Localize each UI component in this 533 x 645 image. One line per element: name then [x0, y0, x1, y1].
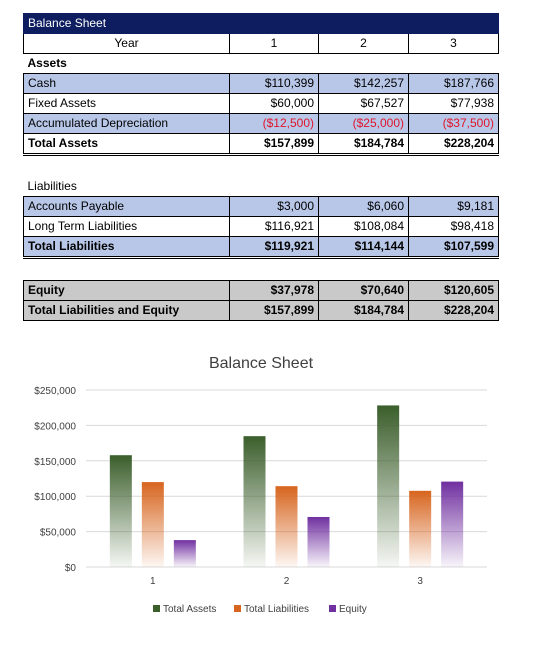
value-cell[interactable]: $67,527	[318, 93, 409, 114]
value-cell[interactable]: $187,766	[408, 73, 499, 94]
value-cell[interactable]: $110,399	[229, 73, 319, 94]
legend-swatch	[153, 605, 160, 612]
total-assets-row: Total Assets $157,899 $184,784 $228,204	[23, 133, 499, 156]
table-row: Accounts Payable $3,000 $6,060 $9,181	[23, 196, 499, 217]
legend-swatch	[329, 605, 336, 612]
y-tick-label: $150,000	[34, 457, 76, 468]
y-tick-label: $200,000	[34, 421, 76, 432]
balance-sheet-table: Balance Sheet Year 1 2 3 Assets Cash $11…	[23, 13, 499, 321]
x-tick-label: 3	[417, 576, 423, 587]
liabilities-header-row: Liabilities	[24, 177, 499, 197]
row-label[interactable]: Total Assets	[23, 133, 230, 156]
y-axis: $0 $50,000 $100,000 $150,000 $200,000 $250,00…	[34, 386, 76, 574]
value-cell[interactable]: $6,060	[318, 196, 409, 217]
spacer-row	[24, 258, 499, 281]
value-cell[interactable]: $37,978	[229, 280, 319, 301]
value-cell[interactable]: ($37,500)	[408, 113, 499, 134]
row-label[interactable]: Total Liabilities	[23, 236, 230, 259]
value-cell[interactable]: $77,938	[408, 93, 499, 114]
value-cell[interactable]: $98,418	[408, 216, 499, 237]
liabilities-header[interactable]: Liabilities	[27, 179, 77, 193]
assets-header-row: Assets	[24, 54, 499, 74]
value-cell[interactable]: $70,640	[318, 280, 409, 301]
chart-canvas: Balance Sheet $0$50,000$100,000$150,000$…	[34, 355, 487, 615]
bar-equity[interactable]	[307, 516, 330, 567]
spacer-row	[24, 155, 499, 178]
row-label[interactable]: Total Liabilities and Equity	[23, 300, 230, 321]
row-label[interactable]: Equity	[23, 280, 230, 301]
value-cell[interactable]: $184,784	[318, 300, 409, 321]
legend-label[interactable]: Equity	[339, 604, 367, 615]
row-label[interactable]: Cash	[23, 73, 230, 94]
bar-equity[interactable]	[441, 481, 464, 567]
y-tick-label: $100,000	[34, 492, 76, 503]
row-label[interactable]: Long Term Liabilities	[23, 216, 230, 237]
value-cell[interactable]: $120,605	[408, 280, 499, 301]
value-cell[interactable]: ($12,500)	[229, 113, 319, 134]
table-row: Accumulated Depreciation ($12,500) ($25,…	[23, 113, 499, 134]
value-cell[interactable]: $228,204	[408, 133, 499, 156]
sheet-title-row: Balance Sheet	[23, 13, 499, 34]
x-axis: 1 2 3	[150, 576, 423, 587]
year-cell[interactable]: 1	[229, 33, 319, 54]
bar-equity[interactable]	[173, 540, 196, 567]
legend-swatch	[234, 605, 241, 612]
value-cell[interactable]: ($25,000)	[318, 113, 409, 134]
empty-cell[interactable]	[24, 155, 499, 178]
legend-label[interactable]: Total Liabilities	[244, 604, 309, 615]
value-cell[interactable]: $60,000	[229, 93, 319, 114]
y-tick-label: $250,000	[34, 386, 76, 397]
bar-total-liabilities[interactable]	[409, 490, 432, 567]
x-tick-label: 2	[284, 576, 290, 587]
balance-sheet-chart[interactable]: Balance Sheet $0 $50,000 $100,000 $150,000 $…	[0, 340, 533, 640]
bar-total-assets[interactable]	[377, 405, 400, 567]
value-cell[interactable]: $108,084	[318, 216, 409, 237]
table-row: Cash $110,399 $142,257 $187,766	[23, 73, 499, 94]
value-cell[interactable]: $142,257	[318, 73, 409, 94]
value-cell[interactable]: $157,899	[229, 300, 319, 321]
total-liabilities-equity-row: Total Liabilities and Equity $157,899 $1…	[23, 300, 499, 321]
total-liabilities-row: Total Liabilities $119,921 $114,144 $107…	[23, 236, 499, 259]
legend: Total Assets Total Liabilities Equity	[153, 604, 367, 615]
table-row: Long Term Liabilities $116,921 $108,084 …	[23, 216, 499, 237]
year-label[interactable]: Year	[23, 33, 230, 54]
x-tick-label: 1	[150, 576, 156, 587]
value-cell[interactable]: $3,000	[229, 196, 319, 217]
table-row: Fixed Assets $60,000 $67,527 $77,938	[23, 93, 499, 114]
sheet-title[interactable]: Balance Sheet	[23, 13, 499, 34]
legend-label[interactable]: Total Assets	[163, 604, 216, 615]
value-cell[interactable]: $157,899	[229, 133, 319, 156]
value-cell[interactable]: $184,784	[318, 133, 409, 156]
value-cell[interactable]: $9,181	[408, 196, 499, 217]
bars	[109, 405, 464, 567]
empty-cell[interactable]	[24, 258, 499, 281]
value-cell[interactable]: $228,204	[408, 300, 499, 321]
bar-total-liabilities[interactable]	[141, 482, 164, 567]
row-label[interactable]: Accumulated Depreciation	[23, 113, 230, 134]
year-cell[interactable]: 3	[408, 33, 499, 54]
chart-title: Balance Sheet	[209, 355, 314, 372]
value-cell[interactable]: $116,921	[229, 216, 319, 237]
y-tick-label: $0	[65, 563, 77, 574]
row-label[interactable]: Fixed Assets	[23, 93, 230, 114]
bar-total-assets[interactable]	[109, 455, 132, 567]
y-tick-label: $50,000	[40, 528, 77, 539]
row-label[interactable]: Accounts Payable	[23, 196, 230, 217]
year-row: Year 1 2 3	[23, 33, 499, 54]
value-cell[interactable]: $119,921	[229, 236, 319, 259]
bar-total-assets[interactable]	[243, 436, 266, 567]
value-cell[interactable]: $107,599	[408, 236, 499, 259]
value-cell[interactable]: $114,144	[318, 236, 409, 259]
bar-total-liabilities[interactable]	[275, 486, 298, 567]
assets-header[interactable]: Assets	[27, 56, 67, 70]
year-cell[interactable]: 2	[318, 33, 409, 54]
equity-row: Equity $37,978 $70,640 $120,605	[23, 280, 499, 301]
